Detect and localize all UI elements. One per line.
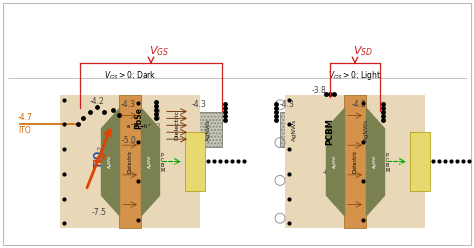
Text: -4.3: -4.3 xyxy=(352,100,367,109)
FancyBboxPatch shape xyxy=(3,3,471,245)
Text: C: C xyxy=(161,158,164,163)
Bar xyxy=(310,98,350,165)
Text: Dielectric: Dielectric xyxy=(128,150,133,173)
Text: C: C xyxy=(386,158,389,163)
Text: O: O xyxy=(156,123,160,128)
Text: PCBM: PCBM xyxy=(326,118,335,145)
Text: TiO$_2$: TiO$_2$ xyxy=(92,145,106,169)
Text: P: P xyxy=(161,153,164,158)
Bar xyxy=(119,95,141,228)
Text: AgNW: AgNW xyxy=(333,155,337,168)
Text: B: B xyxy=(161,163,164,168)
Text: AgNWs: AgNWs xyxy=(364,119,368,141)
Text: O: O xyxy=(156,116,160,121)
Text: $V_{GS}$: $V_{GS}$ xyxy=(149,44,169,58)
Text: -4.3: -4.3 xyxy=(280,100,295,109)
Text: O: O xyxy=(156,109,160,114)
Bar xyxy=(280,112,308,147)
Bar xyxy=(80,109,118,205)
Text: M: M xyxy=(386,168,390,173)
Text: AgNW: AgNW xyxy=(148,155,152,168)
Bar xyxy=(194,112,222,147)
Text: AgNW: AgNW xyxy=(108,155,112,168)
Text: -5.0: -5.0 xyxy=(122,136,137,145)
Text: PbSe: PbSe xyxy=(135,107,144,129)
Bar xyxy=(120,112,158,133)
Text: -3.8: -3.8 xyxy=(312,86,327,95)
Bar xyxy=(60,95,200,228)
Text: $V_{GS}>0$; Dark: $V_{GS}>0$; Dark xyxy=(104,69,156,82)
Text: $V_{GS}>0$; Light: $V_{GS}>0$; Light xyxy=(328,69,382,82)
Bar xyxy=(162,103,192,147)
Text: e$^-$←→h$^+$: e$^-$←→h$^+$ xyxy=(126,122,152,131)
Text: O: O xyxy=(156,137,160,142)
Bar xyxy=(285,95,425,228)
Bar xyxy=(344,95,366,228)
Text: ITO: ITO xyxy=(18,126,31,135)
Text: AgNWs: AgNWs xyxy=(206,119,210,141)
Text: $V_{SD}$: $V_{SD}$ xyxy=(353,44,373,58)
Bar xyxy=(410,132,430,191)
Text: Dielectric: Dielectric xyxy=(353,150,357,173)
Text: P: P xyxy=(386,153,389,158)
Text: B: B xyxy=(386,163,389,168)
Bar xyxy=(352,112,380,147)
Text: -4.3: -4.3 xyxy=(192,100,207,109)
Text: AgNWs: AgNWs xyxy=(292,119,297,141)
Text: O: O xyxy=(156,130,160,135)
Text: Dielectric: Dielectric xyxy=(174,110,180,140)
Text: -4.7: -4.7 xyxy=(18,113,33,122)
Bar xyxy=(185,132,205,191)
Text: -6.1: -6.1 xyxy=(323,168,337,177)
Text: -4.2: -4.2 xyxy=(90,97,104,106)
Text: NIR: NIR xyxy=(92,151,109,168)
Text: -7.5: -7.5 xyxy=(91,208,107,217)
Text: -4.3: -4.3 xyxy=(121,100,136,109)
Text: AgNW: AgNW xyxy=(373,155,377,168)
Text: M: M xyxy=(161,168,165,173)
